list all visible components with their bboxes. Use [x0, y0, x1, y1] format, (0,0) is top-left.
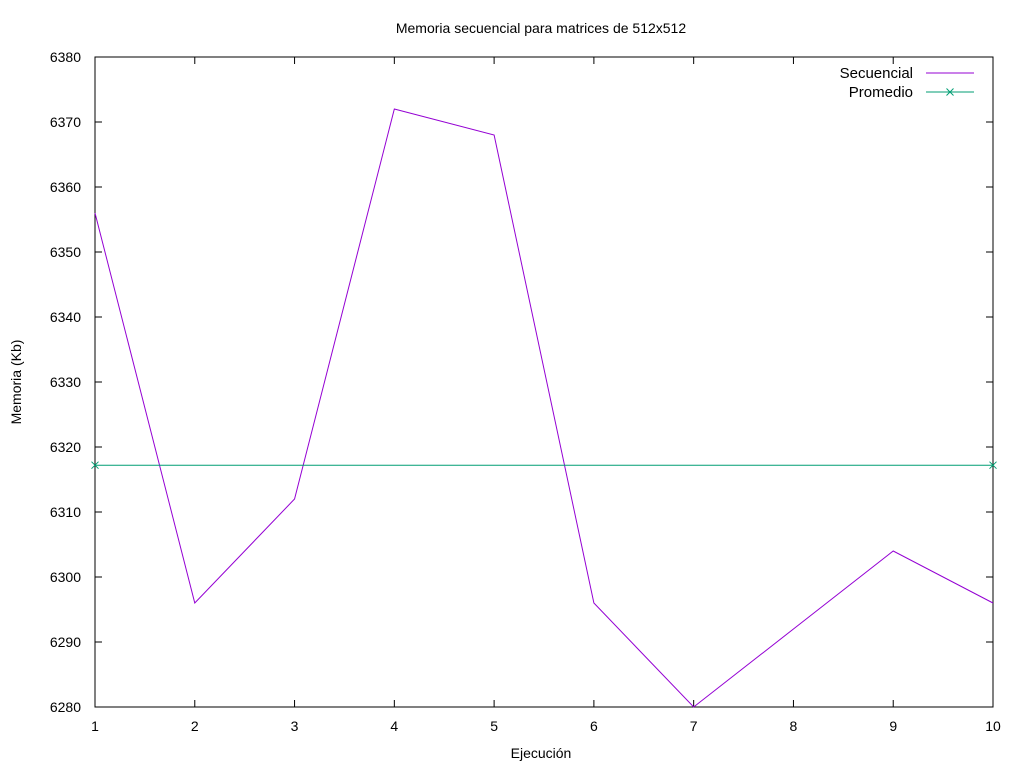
chart-title: Memoria secuencial para matrices de 512x… — [396, 20, 686, 36]
y-tick-label-5: 6330 — [50, 374, 81, 390]
series-layer — [91, 108, 997, 708]
x-tick-label-5: 6 — [590, 718, 598, 734]
legend-label-1: Promedio — [849, 84, 913, 101]
y-tick-label-2: 6300 — [50, 569, 81, 585]
y-tick-label-3: 6310 — [50, 504, 81, 520]
y-axis-ticks: 6280 6290 6300 6310 6320 6330 6340 6350 6360 6370… — [50, 49, 993, 715]
series-point-1-1-stroke-b — [989, 461, 997, 470]
y-axis-label: Memoria (Kb) — [8, 340, 24, 425]
legend-marker-1-stroke-b — [946, 88, 954, 96]
y-tick-label-4: 6320 — [50, 439, 81, 455]
series-line-secuencial — [94, 108, 994, 708]
y-tick-label-0: 6280 — [50, 699, 81, 715]
x-tick-label-4: 5 — [490, 718, 498, 734]
legend-marker-1 — [946, 88, 954, 96]
legend-label-0: Secuencial — [840, 65, 913, 82]
y-tick-label-1: 6290 — [50, 634, 81, 650]
y-tick-label-8: 6360 — [50, 179, 81, 195]
y-tick-label-7: 6350 — [50, 244, 81, 260]
y-tick-label-9: 6370 — [50, 114, 81, 130]
x-tick-label-9: 10 — [985, 718, 1001, 734]
series-point-1-1 — [989, 461, 997, 470]
y-tick-label-10: 6380 — [50, 49, 81, 65]
series-point-1-0 — [91, 461, 99, 470]
x-tick-label-6: 7 — [690, 718, 698, 734]
x-tick-label-3: 4 — [390, 718, 398, 734]
series-point-1-0-stroke-b — [91, 461, 99, 470]
x-tick-label-7: 8 — [790, 718, 798, 734]
x-axis-ticks: 1 2 3 4 5 6 7 8 9 10 — [91, 57, 1001, 734]
x-tick-label-2: 3 — [291, 718, 299, 734]
x-tick-label-0: 1 — [91, 718, 99, 734]
plot-border — [94, 56, 994, 708]
x-tick-label-1: 2 — [191, 718, 199, 734]
legend: Secuencial Promedio — [840, 65, 974, 101]
y-tick-label-6: 6340 — [50, 309, 81, 325]
x-tick-label-8: 9 — [889, 718, 897, 734]
x-axis-label: Ejecución — [511, 745, 572, 761]
